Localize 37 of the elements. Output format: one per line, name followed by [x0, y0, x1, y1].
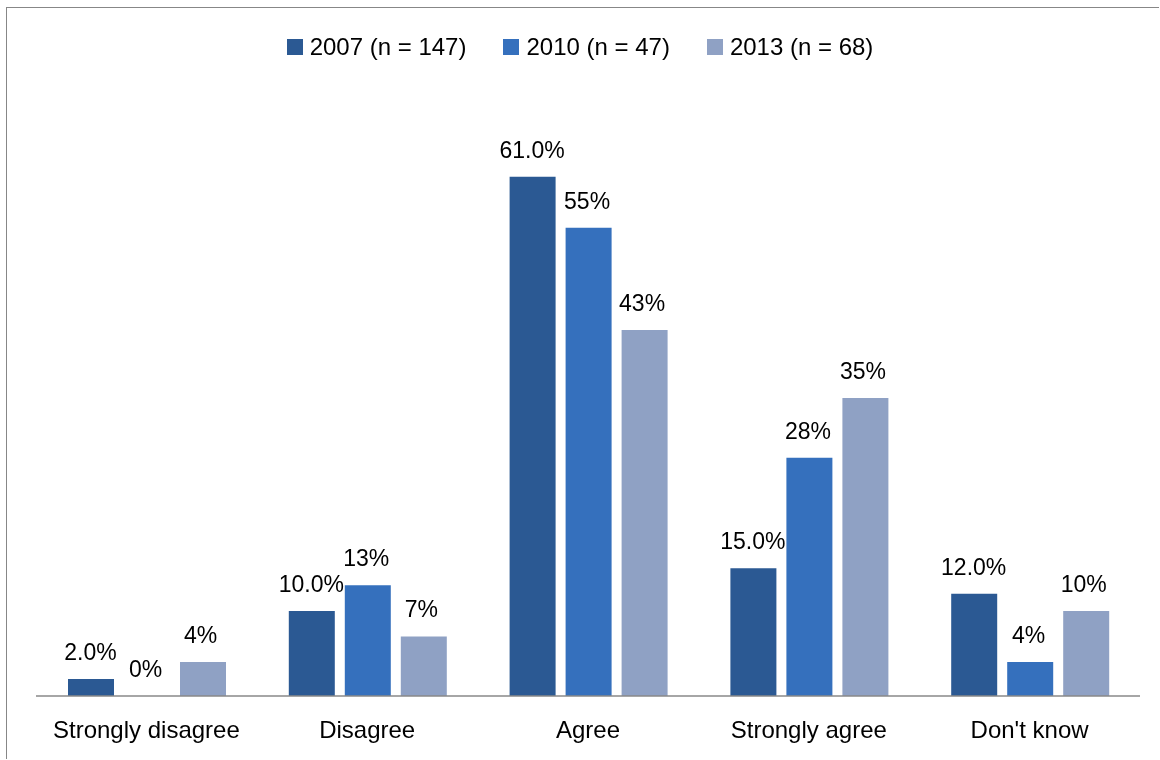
legend-label: 2013 (n = 68) [729, 33, 874, 61]
legend-label: 2010 (n = 47) [526, 33, 670, 61]
bar [180, 661, 226, 696]
x-tick-label: Strongly disagree [53, 716, 240, 744]
x-tick-label: Agree [555, 716, 621, 744]
bar [730, 568, 777, 696]
data-label: 55% [564, 187, 611, 214]
data-label: 4% [1012, 621, 1046, 648]
bar [951, 593, 998, 696]
data-label: 12.0% [941, 553, 1007, 580]
data-label: 28% [784, 417, 831, 444]
data-label: 10.0% [278, 570, 344, 597]
bar [288, 610, 335, 696]
data-label: 0% [128, 656, 163, 682]
bar [842, 398, 889, 696]
x-tick-label: Don't know [970, 716, 1090, 744]
data-label: 13% [343, 545, 390, 572]
bar [786, 457, 833, 696]
data-label: 43% [619, 289, 666, 316]
data-label: 4% [183, 621, 218, 648]
data-label: 2.0% [64, 638, 117, 665]
bar [1063, 610, 1110, 696]
bar [68, 678, 114, 696]
data-label: 61.0% [499, 136, 565, 163]
bar [1007, 661, 1054, 696]
bar [344, 585, 391, 696]
bar [509, 176, 556, 696]
bar [400, 636, 447, 696]
x-tick-label: Disagree [319, 716, 416, 744]
data-label: 35% [839, 358, 886, 385]
data-label: 10% [1060, 570, 1107, 597]
x-tick-label: Strongly agree [730, 716, 887, 744]
bar [565, 227, 612, 696]
bar [621, 329, 668, 696]
data-label: 15.0% [720, 528, 786, 555]
legend-label: 2007 (n = 147) [309, 33, 467, 61]
data-label: 7% [404, 596, 438, 623]
